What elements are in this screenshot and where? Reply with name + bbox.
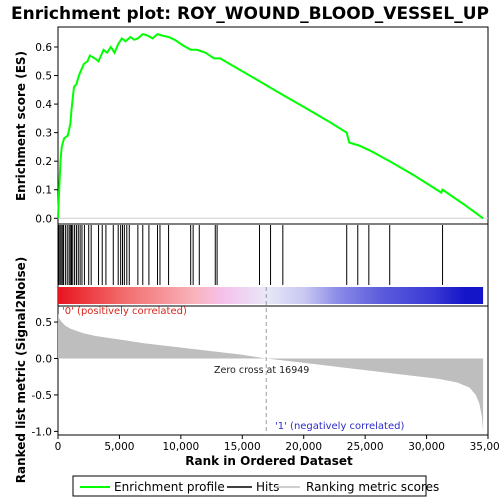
ranking-metric-area: [58, 313, 484, 432]
metric-panel: 0.5 0.0 -0.5 -1.0 '0' (positively correlate…: [14, 257, 489, 484]
x-tick-label: 20,000: [285, 441, 322, 453]
x-axis-ticks: 0 5,000 10,000 15,000 20,000 25,000 30,000 35,0…: [55, 435, 500, 453]
legend-item-enrichment: Enrichment profile: [114, 480, 225, 494]
enrichment-profile-line: [57, 32, 484, 220]
es-y-tick-label: 0.4: [35, 99, 52, 111]
x-tick-label: 30,000: [408, 441, 445, 453]
es-y-tick-label: 0.0: [35, 213, 52, 225]
chart-title: Enrichment plot: ROY_WOUND_BLOOD_VESSEL_…: [11, 4, 489, 24]
rank-color-bar: [58, 287, 484, 304]
hit-lines: [58, 225, 444, 285]
metric-y-ticks: 0.5 0.0 -0.5 -1.0: [32, 317, 58, 438]
es-y-tick-label: 0.1: [35, 185, 52, 197]
x-tick-label: 25,000: [347, 441, 384, 453]
x-tick-label: 15,000: [224, 441, 261, 453]
es-y-ticks: 0.0 0.1 0.2 0.3 0.4 0.5 0.6: [35, 42, 58, 225]
metric-y-tick-label: 0.5: [35, 317, 52, 329]
metric-y-axis-label: Ranked list metric (Signal2Noise): [14, 257, 28, 484]
negative-correlated-label: '1' (negatively correlated): [275, 421, 404, 432]
es-panel-frame: [57, 26, 489, 225]
legend-item-metric: Ranking metric scores: [306, 480, 439, 494]
positive-correlated-label: '0' (positively correlated): [62, 306, 187, 317]
es-y-tick-label: 0.2: [35, 156, 52, 168]
hits-panel: [57, 223, 489, 307]
es-panel: 0.0 0.1 0.2 0.3 0.4 0.5 0.6 Enrichment score (…: [14, 26, 489, 225]
es-y-axis-label: Enrichment score (ES): [14, 51, 28, 201]
zero-cross-label: Zero cross at 16949: [214, 365, 309, 376]
metric-y-tick-label: 0.0: [35, 353, 52, 365]
es-y-tick-label: 0.3: [35, 128, 52, 140]
x-tick-label: 5,000: [104, 441, 134, 453]
legend-item-hits: Hits: [256, 480, 279, 494]
x-tick-label: 10,000: [162, 441, 199, 453]
es-y-tick-label: 0.6: [35, 42, 52, 54]
x-tick-label: 0: [55, 441, 62, 453]
metric-y-tick-label: -1.0: [32, 426, 53, 438]
es-y-tick-label: 0.5: [35, 71, 52, 83]
legend-box: [72, 475, 427, 497]
x-tick-label: 35,000: [470, 441, 500, 453]
x-axis-label: Rank in Ordered Dataset: [185, 454, 353, 468]
legend: Enrichment profile Hits Ranking metric s…: [72, 475, 439, 497]
metric-y-tick-label: -0.5: [32, 390, 53, 402]
